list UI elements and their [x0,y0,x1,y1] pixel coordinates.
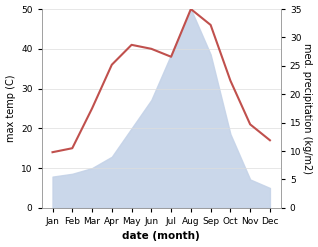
X-axis label: date (month): date (month) [122,231,200,242]
Y-axis label: med. precipitation (kg/m2): med. precipitation (kg/m2) [302,43,313,174]
Y-axis label: max temp (C): max temp (C) [5,75,16,142]
